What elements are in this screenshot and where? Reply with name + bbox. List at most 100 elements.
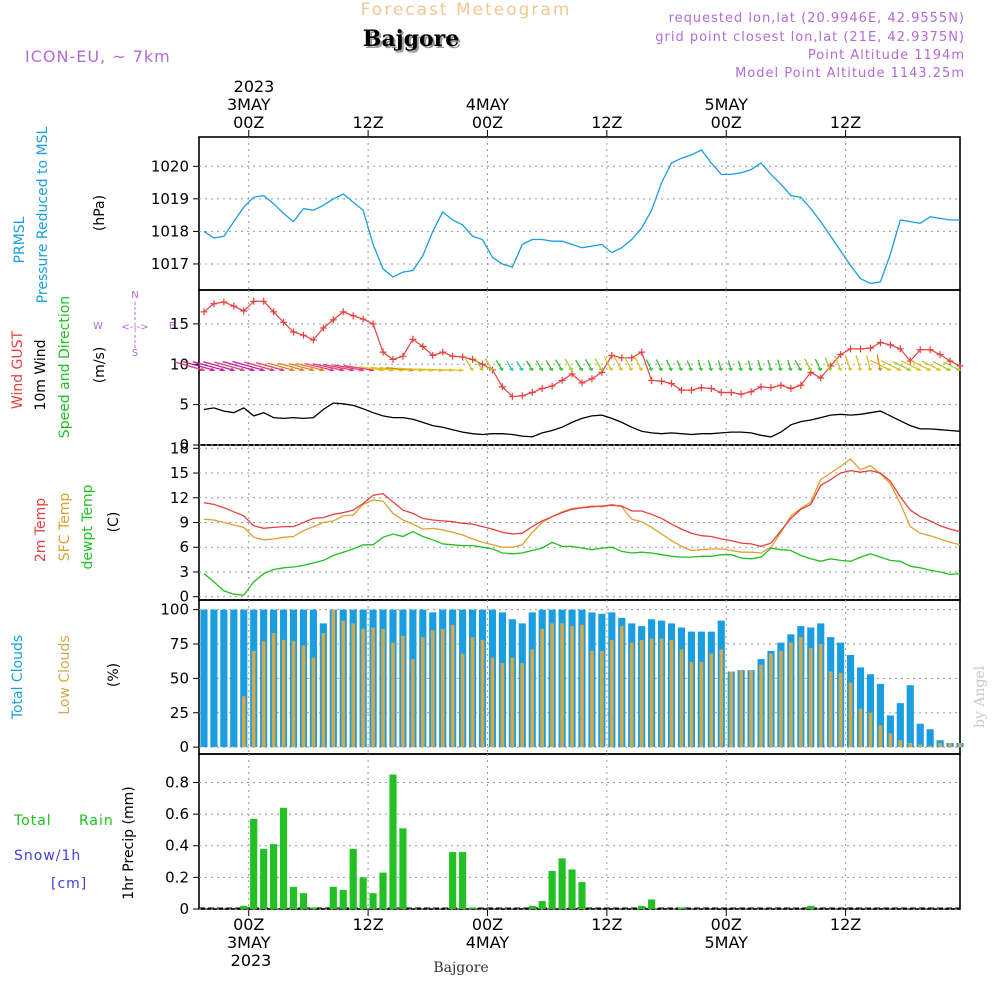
ytick-label: 0 (179, 588, 189, 606)
grid-point-coords: grid point closest lon,lat (21E, 42.9375… (655, 30, 965, 45)
wind-direction-arrow (757, 359, 762, 371)
low-cloud-bar (679, 649, 684, 748)
low-cloud-bar (430, 630, 435, 748)
wind-direction-arrow (697, 359, 702, 371)
wind-arrow-head (896, 367, 902, 372)
total-cloud-bar (906, 685, 914, 748)
wind-arrow-head (768, 367, 773, 372)
gust-marker (230, 302, 238, 310)
top-day-label: 5MAY (704, 95, 748, 114)
low-cloud-bar (908, 743, 913, 748)
wind-arrow-head (289, 367, 296, 372)
low-cloud-bar (749, 670, 753, 748)
wind-arrow-head (548, 367, 554, 372)
gust-marker (956, 362, 964, 370)
gust-marker (479, 360, 487, 368)
wind-arrow-head (239, 367, 246, 372)
wind-direction-arrow (633, 355, 643, 371)
wind-arrow-head (718, 367, 724, 372)
bottom-hour-label: 12Z (830, 915, 861, 934)
rain-bar (538, 901, 546, 909)
ytick-label: 5 (179, 396, 189, 414)
gust-marker (329, 316, 337, 324)
low-cloud-bar (321, 633, 326, 748)
low-cloud-bar (729, 671, 733, 748)
low-cloud-bar (331, 609, 336, 748)
low-cloud-bar (888, 733, 893, 748)
wind-direction-arrow (900, 360, 921, 371)
gust-marker (299, 331, 307, 339)
top-day-label: 3MAY (227, 95, 271, 114)
gust-marker (439, 348, 447, 356)
wind-gust-label: Wind GUST (10, 330, 26, 409)
ytick-label: 12 (170, 489, 189, 507)
gust-marker (876, 338, 884, 346)
low-cloud-bar (699, 661, 704, 748)
gust-marker (787, 384, 795, 392)
bottom-day-label: 4MAY (466, 933, 510, 952)
wind-arrow-head (489, 367, 494, 372)
wind-arrow-head (837, 367, 843, 372)
low-cloud-bar (868, 712, 873, 748)
wind-direction-arrow (676, 360, 683, 371)
low-cloud-bar (560, 623, 564, 748)
gust-marker (747, 388, 755, 396)
temp-plot (203, 458, 961, 596)
gust-marker (857, 345, 865, 353)
wind-direction-arrow (323, 363, 354, 371)
rain-bar (648, 899, 656, 909)
temp-2m-line (203, 469, 961, 548)
gust-marker (608, 351, 616, 359)
gust-marker (687, 386, 695, 394)
wind-arrow-head (319, 367, 326, 372)
wind-plot (174, 297, 964, 438)
gust-marker (290, 328, 298, 336)
gust-marker (429, 351, 437, 359)
location-title-front: Bajgore (363, 26, 459, 52)
wind-direction-arrow (359, 366, 384, 371)
wind-direction-arrow (516, 361, 523, 371)
cloud-yticks: 0 25 50 75 100 (160, 601, 199, 756)
low-cloud-bar (928, 745, 932, 748)
gust-marker (508, 393, 516, 401)
rain-bar (260, 848, 268, 909)
low-cloud-bar (610, 639, 614, 748)
low-cloud-bar (411, 659, 415, 748)
low-cloud-bar (480, 639, 485, 748)
top-hour-label: 12Z (352, 113, 383, 132)
top-hour-label: 12Z (830, 113, 861, 132)
wind-arrow-head (469, 367, 474, 372)
gust-marker (309, 336, 317, 344)
wind-direction-arrow (333, 364, 364, 371)
ytick-label: 50 (170, 669, 189, 687)
wind-direction-arrow (182, 361, 215, 371)
wind-arrow-head (249, 367, 256, 372)
rain-bar (299, 893, 308, 909)
ytick-label: 18 (170, 439, 189, 457)
gust-marker (220, 298, 228, 306)
temp-2m-label: 2m Temp (33, 498, 49, 562)
rain-bar (369, 893, 377, 909)
gust-marker (697, 384, 705, 392)
wind-arrow-head (628, 367, 634, 372)
gust-marker (618, 354, 626, 362)
low-cloud-bar (520, 663, 525, 748)
wind-arrow-head (956, 367, 962, 372)
ytick-label: 1017 (151, 255, 189, 273)
low-cloud-bar (948, 743, 952, 748)
wind-direction-arrow (707, 359, 712, 371)
top-year-label: 2023 (234, 77, 275, 96)
wind-direction-arrow (910, 360, 931, 371)
wind-arrow-head (847, 367, 853, 372)
low-cloud-bar (530, 649, 535, 748)
wind-direction-arrow (474, 357, 484, 371)
low-cloud-bar (669, 639, 674, 748)
wind-arrow-head (807, 367, 813, 372)
gust-marker (737, 390, 745, 398)
low-cloud-bar (739, 670, 743, 748)
precip-yticks: 0 0.2 0.4 0.6 0.8 (165, 773, 199, 918)
gust-marker (668, 380, 676, 388)
wind-direction-arrow (932, 360, 951, 371)
